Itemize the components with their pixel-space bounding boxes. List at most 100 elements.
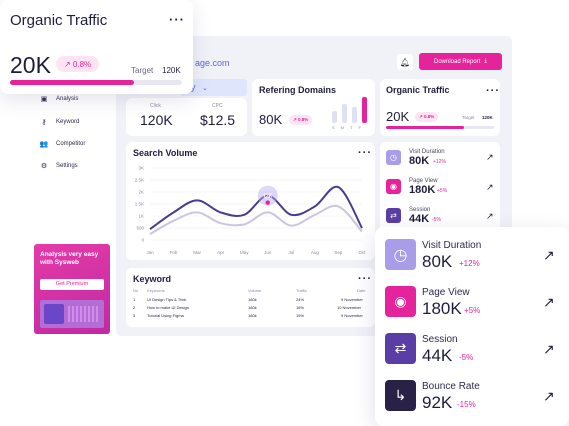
metric-change: +5% [437, 188, 448, 194]
x-tick-label: Feb [170, 250, 178, 255]
get-premium-button[interactable]: Get Premium [40, 279, 104, 290]
arrow-up-right-icon[interactable]: ↗ [486, 152, 494, 162]
sync-icon: ⇄ [386, 208, 401, 223]
referring-bars [332, 97, 372, 123]
day-label: T [350, 125, 353, 130]
referring-bar-m [342, 103, 347, 123]
more-icon[interactable]: ··· [169, 12, 185, 27]
series-line-primary [149, 185, 363, 231]
day-label: S [332, 125, 335, 130]
x-tick-label: Sep [334, 250, 343, 255]
metric-change: +12% [433, 159, 446, 165]
metric-change: -5% [459, 353, 474, 362]
bell-icon[interactable]: 🔔︎ [397, 54, 413, 70]
col-no: No [133, 288, 139, 293]
click-label: Click [150, 103, 161, 109]
x-tick-label: Jul [288, 250, 294, 255]
table-row[interactable]: 2 How to make UI Design 180k 18% 10 Nove… [133, 305, 371, 312]
download-icon: ⤓ [484, 58, 487, 64]
x-tick-label: Jun [264, 250, 272, 255]
y-tick-label: 500 [136, 226, 144, 231]
key-icon: ⚷ [41, 119, 47, 126]
cell: 180k [248, 313, 257, 318]
arrow-up-right-icon[interactable]: ↗ [543, 388, 555, 404]
sidebar-item-keyword[interactable]: ⚷ Keyword [40, 118, 79, 126]
cpc-value: $12.5 [200, 112, 236, 128]
sidebar-item-settings[interactable]: ⚙ Settings [40, 162, 78, 170]
arrow-up-right-icon[interactable]: ↗ [543, 247, 555, 263]
more-icon[interactable]: ··· [358, 273, 372, 285]
arrow-up-right-icon[interactable]: ↗ [486, 182, 494, 192]
sidebar-item-analysis[interactable]: ▣ Analysis [40, 95, 79, 103]
table-row[interactable]: 1 UI Design Tips & Trick 180k 24% 9 Nove… [133, 297, 371, 304]
x-tick-label: Mar [193, 250, 201, 255]
organic-badge: ↗ 0.8% [56, 56, 100, 72]
sidebar-item-label: Settings [56, 163, 78, 169]
cell: 18% [296, 305, 305, 310]
cell: Tutorial Using Figma [147, 313, 184, 318]
day-label: F [358, 125, 361, 130]
metric-change: -5% [432, 217, 441, 223]
referring-bar-f [362, 97, 367, 123]
metric-label: Visit Duration [422, 240, 482, 251]
search-volume-title: Search Volume [133, 148, 198, 158]
cpc-label: CPC [212, 103, 223, 109]
referring-title: Refering Domains [259, 85, 337, 95]
target-label: Target [462, 115, 475, 120]
premium-promo-card: Analysis very easy with Sysweb Get Premi… [34, 244, 110, 334]
download-report-button[interactable]: Download Report ⤓ [419, 53, 502, 70]
cell: How to make UI Design [147, 305, 190, 310]
more-icon[interactable]: ··· [486, 85, 500, 97]
arrow-up-right-icon[interactable]: ↗ [486, 211, 494, 221]
cell: 1 [133, 297, 136, 302]
y-tick-label: 1K [138, 214, 144, 219]
chart-tooltip: 12K [263, 194, 273, 200]
promo-illustration [40, 300, 104, 328]
arrow-up-right-icon[interactable]: ↗ [543, 341, 555, 357]
cell: 24% [296, 297, 305, 302]
metric-change: -15% [457, 400, 476, 409]
x-tick-label: Oct [358, 250, 366, 255]
col-date: Date [357, 288, 366, 293]
arrow-up-right-icon[interactable]: ↗ [543, 294, 555, 310]
metric-label: Session [409, 207, 431, 213]
metric-value: 44K [409, 213, 430, 225]
target-label: Target [131, 66, 154, 75]
clock-icon: ◷ [385, 239, 416, 270]
table-row[interactable]: 3 Tutorial Using Figma 180k 15% 9 Novemb… [133, 313, 371, 320]
keyword-header: No Keywords Volume Traffic Date [133, 288, 371, 294]
organic-title: Organic Traffic [386, 85, 450, 95]
x-tick-label: May [240, 250, 249, 255]
promo-text: Analysis very easy with Sysweb [40, 251, 99, 266]
metric-label: Session [422, 334, 458, 345]
highlight-halo [257, 185, 278, 206]
site-url: age.com [195, 58, 230, 68]
y-tick-label: 0 [141, 238, 144, 243]
series-line-secondary [149, 204, 363, 235]
cell: 180k [248, 305, 257, 310]
organic-value: 20K [10, 52, 51, 78]
organic-traffic-card: Organic Traffic ··· 20K ↗ 0.8% Target 12… [0, 0, 193, 94]
referring-bar-t [352, 107, 357, 123]
metric-value: 44K [422, 346, 453, 365]
organic-title: Organic Traffic [10, 12, 108, 29]
cell: 3 [133, 313, 136, 318]
highlight-point[interactable] [265, 200, 270, 205]
cell: 9 November [341, 313, 363, 318]
organic-traffic-card-small: Organic Traffic ··· 20K ↗ 0.8% Target 12… [380, 79, 500, 136]
metric-value: 80K [409, 155, 430, 167]
metric-change: +5% [464, 306, 481, 315]
x-tick-label: Apr [217, 250, 225, 255]
sidebar-item-label: Analysis [56, 96, 79, 102]
cell: 10 November [337, 305, 362, 310]
x-tick-label: Aug [311, 250, 320, 255]
metric-value: 180K [409, 184, 436, 196]
x-tick-label: Jan [146, 250, 154, 255]
more-icon[interactable]: ··· [358, 147, 372, 159]
y-tick-label: 1.5K [135, 202, 144, 207]
keyword-title: Keyword [133, 274, 172, 284]
search-volume-chart: 0 500 1K 1.5K 2K 2.5K 3K Jan Feb Mar Apr May Jun Jul A… [135, 166, 367, 256]
metric-label: Bounce Rate [422, 381, 480, 392]
metrics-card-small: ◷ Visit Duration 80K +12% ↗ ◉ Page View … [380, 142, 500, 232]
sidebar-item-competitor[interactable]: 👥 Competitor [40, 140, 86, 148]
